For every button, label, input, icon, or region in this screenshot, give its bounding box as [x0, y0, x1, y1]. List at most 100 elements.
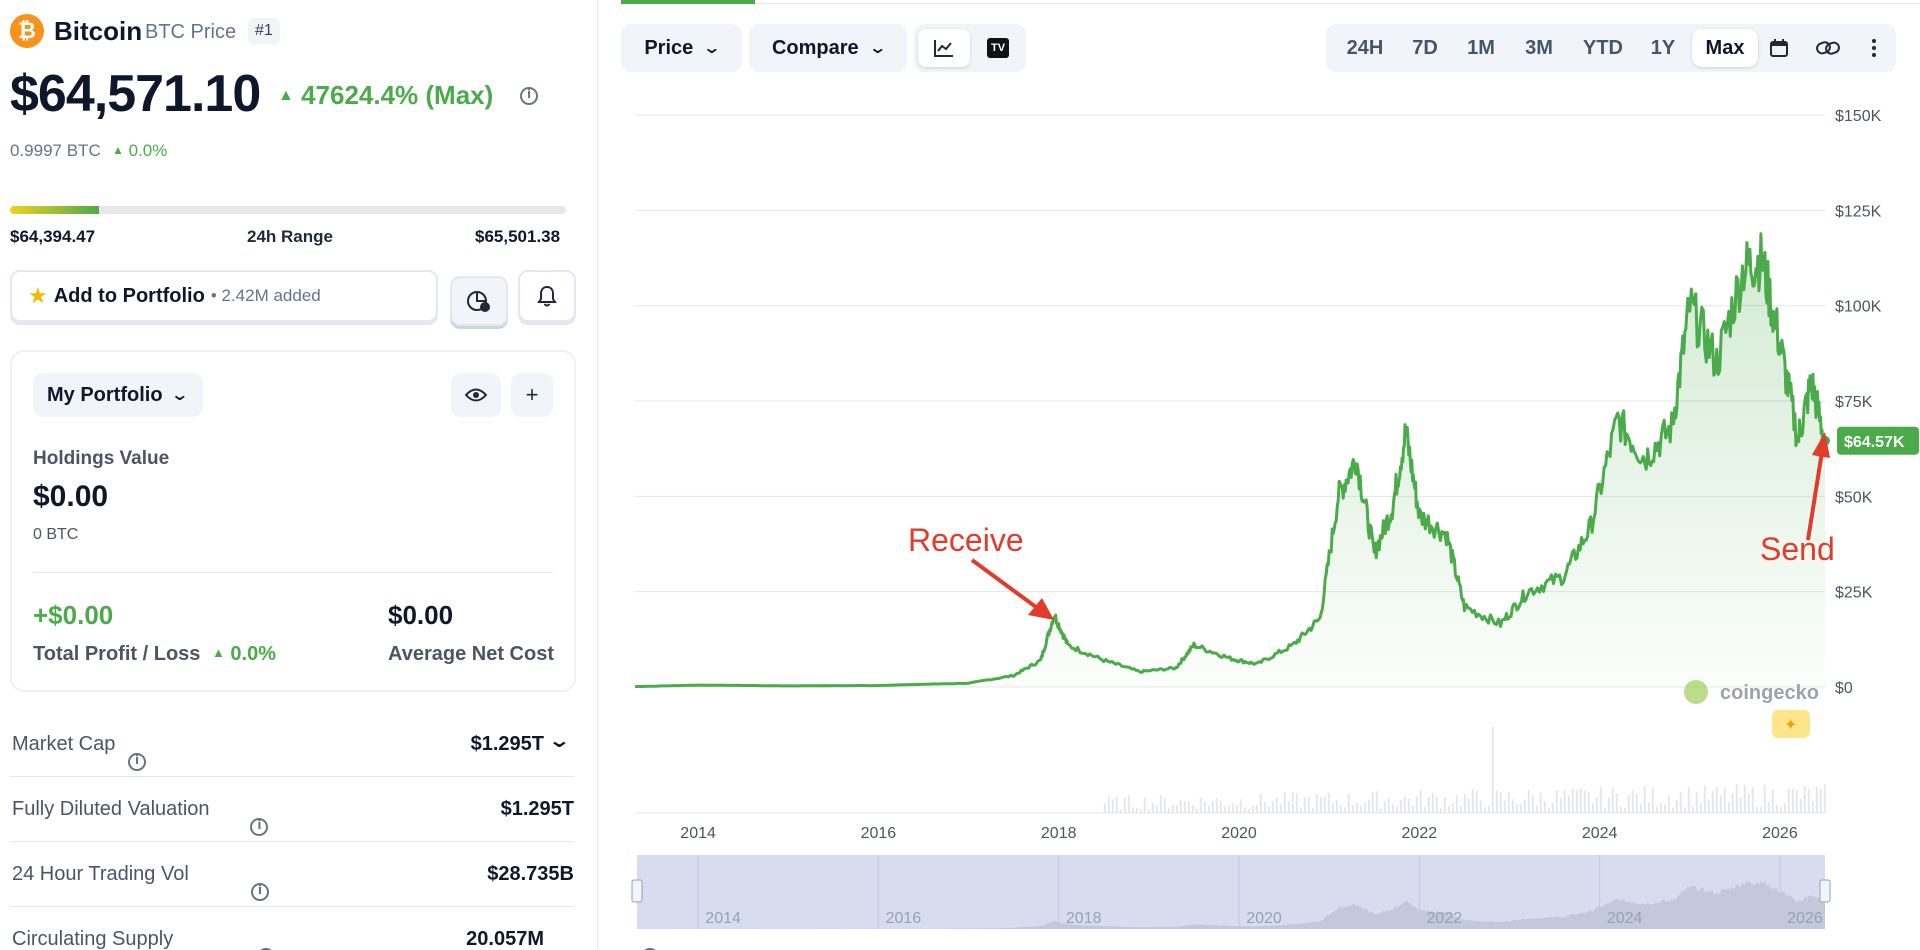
pie-coin-icon	[467, 291, 490, 312]
volume-bar	[1491, 727, 1494, 813]
portfolio-chart-button[interactable]	[450, 276, 508, 326]
time-range-group	[1326, 24, 1896, 72]
toggle-visibility-button[interactable]	[451, 373, 501, 417]
price-chart[interactable]: $150K$125K$100K$75K$50K$25K$0 2014 2016 20…	[600, 80, 1920, 950]
info-icon[interactable]	[250, 818, 269, 837]
volume-bar	[1507, 792, 1510, 813]
volume-bar	[1783, 803, 1786, 813]
volume-bar	[1607, 798, 1610, 813]
tradingview-button[interactable]: TV	[976, 29, 1020, 67]
add-to-portfolio-button[interactable]: ★ Add to Portfolio • 2.42M added	[10, 270, 438, 322]
volume-bar	[1411, 805, 1414, 813]
stat-value: $1.295T	[500, 798, 574, 820]
volume-bar	[1579, 789, 1582, 813]
volume-bar	[1527, 790, 1530, 813]
line-chart-button[interactable]	[918, 29, 970, 67]
volume-bar	[1291, 792, 1294, 813]
volume-bar	[1187, 801, 1190, 813]
volume-bar	[1651, 787, 1654, 813]
add-transaction-button[interactable]: +	[511, 373, 553, 417]
gecko-logo-icon	[1684, 680, 1708, 704]
share-link-button[interactable]	[1812, 34, 1844, 62]
price-line	[634, 232, 1826, 689]
info-icon[interactable]	[520, 87, 538, 105]
volume-bar	[1179, 800, 1182, 813]
info-icon[interactable]	[128, 753, 146, 772]
compare-dropdown[interactable]: Compare ⌄	[749, 24, 907, 72]
volume-bar	[1355, 802, 1358, 813]
volume-bar	[1363, 802, 1366, 813]
volume-bar	[1263, 801, 1266, 813]
volume-bar	[1711, 790, 1714, 813]
y-axis: $150K $125K $100K $75K $50K $25K $0	[1835, 108, 1882, 697]
volume-bar	[1727, 801, 1730, 813]
volume-bar	[1583, 790, 1586, 813]
portfolio-selector[interactable]: My Portfolio ⌄	[33, 373, 203, 417]
range-1y[interactable]: 1Y	[1650, 36, 1676, 59]
volume-bar	[1479, 799, 1482, 813]
volume-bar	[1371, 792, 1374, 813]
volume-bar	[1739, 797, 1742, 813]
compare-dropdown-label: Compare	[771, 36, 859, 59]
info-icon[interactable]	[250, 883, 269, 902]
volume-bar	[1719, 795, 1722, 813]
chevron-down-icon: ⌄	[169, 387, 189, 404]
coin-price: $64,571.10	[10, 65, 261, 123]
volume-bar	[1443, 796, 1446, 813]
volume-bar	[1131, 807, 1134, 813]
volume-bar	[1399, 799, 1402, 813]
volume-bar	[1435, 797, 1438, 813]
x-tick-label: 2024	[1582, 825, 1618, 842]
volume-bar	[1315, 793, 1318, 813]
volume-bar	[1823, 784, 1826, 813]
volume-bar	[1679, 791, 1682, 813]
stat-label: 24 Hour Trading Vol	[12, 863, 189, 885]
more-options-button[interactable]	[1862, 32, 1886, 64]
navigator-area	[635, 879, 1825, 929]
volume-bar	[1787, 788, 1790, 813]
range-ytd[interactable]: YTD	[1583, 36, 1623, 59]
range-24h[interactable]: 24H	[1346, 36, 1384, 59]
stat-value: $1.295T	[470, 733, 544, 755]
stat-divider	[10, 841, 574, 842]
range-1m[interactable]: 1M	[1467, 36, 1495, 59]
stat-divider	[10, 776, 574, 777]
price-alert-button[interactable]	[518, 270, 576, 322]
x-tick-label: 2014	[680, 825, 716, 842]
volume-bar	[1655, 806, 1658, 813]
volume-bar	[1775, 805, 1778, 813]
navigator-tick-label: 2026	[1787, 910, 1823, 927]
rank-badge: #1	[248, 18, 280, 44]
range-max[interactable]: Max	[1692, 29, 1758, 67]
volume-bar	[1215, 798, 1218, 813]
volume-bar	[1311, 808, 1314, 813]
volume-bar	[1427, 796, 1430, 813]
x-tick-label: 2016	[861, 825, 897, 842]
range-7d[interactable]: 7D	[1412, 36, 1438, 59]
volume-bar	[1515, 803, 1518, 813]
volume-bar	[1327, 792, 1330, 813]
range-low: $64,394.47	[10, 227, 96, 246]
volume-bar	[1539, 792, 1542, 813]
chevron-down-icon[interactable]: ⌄	[547, 730, 572, 752]
volume-bar	[1459, 806, 1462, 813]
star-icon: ★	[28, 283, 48, 308]
price-area	[635, 233, 1825, 688]
volume-bar	[1403, 796, 1406, 813]
volume-bar	[1343, 807, 1346, 813]
volume-bar	[1247, 808, 1250, 813]
navigator-left-handle[interactable]	[631, 879, 643, 903]
volume-bar	[1631, 790, 1634, 813]
date-range-button[interactable]	[1764, 34, 1794, 62]
volume-bar	[1663, 804, 1666, 813]
range-3m[interactable]: 3M	[1525, 36, 1553, 59]
link-icon	[1816, 41, 1840, 55]
volume-bar	[1431, 792, 1434, 813]
volume-bar	[1511, 799, 1514, 813]
send-label: Send	[1760, 531, 1835, 567]
portfolio-card	[10, 350, 576, 692]
ai-badge-icon	[1772, 710, 1810, 738]
navigator-right-handle[interactable]	[1819, 879, 1831, 903]
navigator-tick-label: 2020	[1246, 910, 1282, 927]
price-dropdown[interactable]: Price ⌄	[621, 24, 742, 72]
